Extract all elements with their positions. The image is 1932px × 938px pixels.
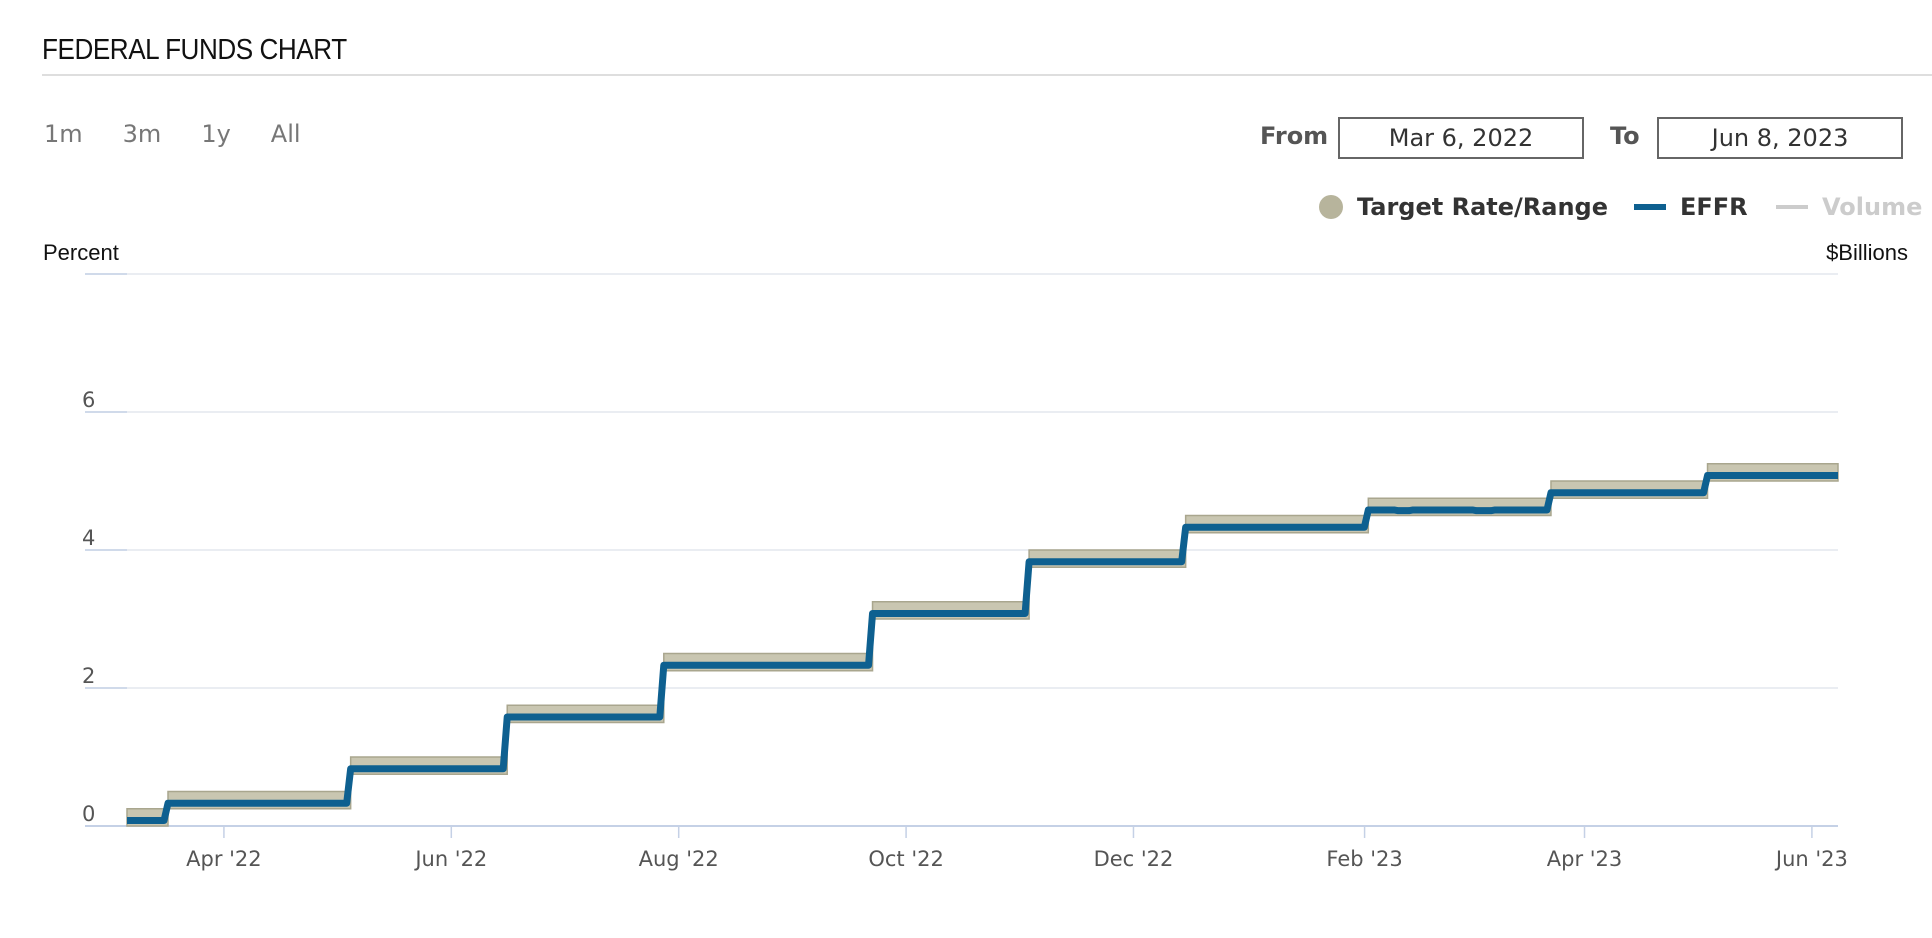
range-button-all[interactable]: All (270, 120, 301, 148)
page-title: FEDERAL FUNDS CHART (42, 34, 347, 66)
left-axis-unit: Percent (43, 240, 119, 265)
from-label: From (1260, 122, 1329, 150)
y-tick-label: 0 (82, 802, 95, 826)
range-button-1y[interactable]: 1y (201, 120, 231, 148)
y-tick-label: 2 (82, 664, 95, 688)
y-tick-label: 6 (82, 388, 95, 412)
range-selector: 1m 3m 1y All (44, 120, 341, 148)
x-tick-label: Apr '23 (1547, 847, 1623, 871)
line-icon (1634, 204, 1666, 210)
x-tick-label: Jun '23 (1774, 847, 1848, 871)
right-axis-unit: $Billions (1826, 240, 1908, 265)
x-tick-label: Aug '22 (639, 847, 719, 871)
legend-volume[interactable]: Volume (1776, 193, 1922, 221)
legend-target-label: Target Rate/Range (1357, 193, 1609, 221)
x-tick-label: Jun '22 (413, 847, 487, 871)
range-button-1m[interactable]: 1m (44, 120, 83, 148)
y-tick-label: 4 (82, 526, 95, 550)
legend-target-rate[interactable]: Target Rate/Range (1319, 193, 1608, 221)
legend-effr-label: EFFR (1680, 193, 1748, 221)
x-tick-label: Oct '22 (868, 847, 943, 871)
to-label: To (1610, 122, 1640, 150)
x-tick-label: Feb '23 (1326, 847, 1402, 871)
x-tick-label: Apr '22 (186, 847, 262, 871)
from-date-input[interactable] (1338, 117, 1584, 159)
legend-volume-label: Volume (1822, 193, 1923, 221)
effr-line (127, 471, 1838, 824)
range-button-3m[interactable]: 3m (122, 120, 162, 148)
title-divider (42, 74, 1932, 76)
circle-icon (1319, 195, 1343, 219)
line-icon (1776, 205, 1808, 209)
legend-effr[interactable]: EFFR (1634, 193, 1748, 221)
x-tick-label: Dec '22 (1094, 847, 1174, 871)
to-date-input[interactable] (1657, 117, 1903, 159)
